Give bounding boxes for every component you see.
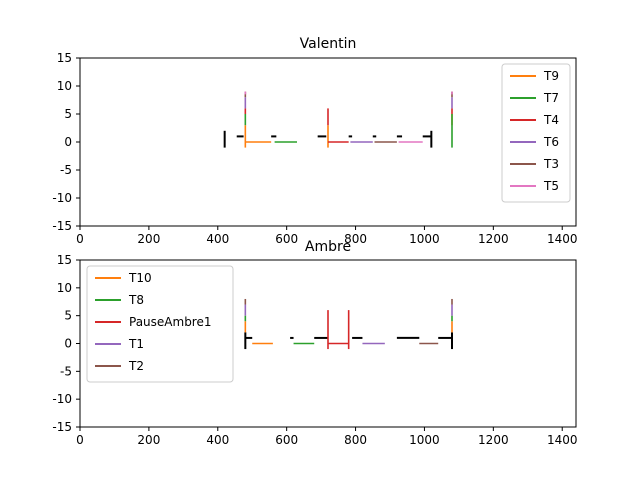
x-tick-label: 1000 bbox=[409, 232, 440, 246]
x-tick-label: 600 bbox=[275, 433, 298, 447]
legend: T10 T8 PauseAmbre1 T1 T2 bbox=[86, 265, 234, 383]
y-tick-label: -15 bbox=[52, 219, 72, 233]
y-tick-label: 0 bbox=[64, 135, 72, 149]
y-tick-label: 5 bbox=[64, 107, 72, 121]
chart-title: Ambre bbox=[305, 239, 351, 255]
x-tick-label: 1400 bbox=[547, 433, 578, 447]
legend-label: T2 bbox=[128, 359, 144, 373]
x-tick-label: 1200 bbox=[478, 433, 509, 447]
x-tick-label: 800 bbox=[344, 433, 367, 447]
y-tick-label: 15 bbox=[57, 253, 72, 267]
legend-label: T1 bbox=[128, 337, 144, 351]
legend: T9 T7 T4 T6 T3 T5 bbox=[501, 63, 571, 203]
x-tick-label: 400 bbox=[206, 232, 229, 246]
x-tick-label: 600 bbox=[275, 232, 298, 246]
y-tick-label: -5 bbox=[60, 364, 72, 378]
x-tick-label: 1000 bbox=[409, 433, 440, 447]
legend-label: T9 bbox=[543, 69, 559, 83]
legend-label: T7 bbox=[543, 91, 559, 105]
x-tick-label: 800 bbox=[344, 232, 367, 246]
x-tick-label: 1400 bbox=[547, 232, 578, 246]
y-tick-label: -10 bbox=[52, 392, 72, 406]
subplot-ambre: Ambre 0 200 400 600 800 1000 1200 1400 -15 -10 -5 0… bbox=[52, 239, 577, 447]
legend-label: T10 bbox=[128, 271, 152, 285]
y-tick-label: -10 bbox=[52, 191, 72, 205]
legend-box bbox=[501, 63, 571, 203]
legend-label: T8 bbox=[128, 293, 144, 307]
x-tick-label: 200 bbox=[137, 433, 160, 447]
y-tick-label: 15 bbox=[57, 51, 72, 65]
subplot-valentin: Valentin 0 200 400 600 800 1000 1200 1400 -15 -10… bbox=[52, 36, 577, 246]
x-tick-label: 200 bbox=[137, 232, 160, 246]
legend-label: T4 bbox=[543, 113, 559, 127]
legend-label: T6 bbox=[543, 135, 559, 149]
x-tick-label: 400 bbox=[206, 433, 229, 447]
x-tick-label: 1200 bbox=[478, 232, 509, 246]
chart-title: Valentin bbox=[300, 36, 357, 52]
y-tick-label: 10 bbox=[57, 79, 72, 93]
x-tick-label: 0 bbox=[76, 232, 84, 246]
legend-box bbox=[86, 265, 234, 383]
x-tick-label: 0 bbox=[76, 433, 84, 447]
y-tick-label: 0 bbox=[64, 337, 72, 351]
legend-label: PauseAmbre1 bbox=[129, 315, 212, 329]
y-tick-label: -15 bbox=[52, 420, 72, 434]
legend-label: T5 bbox=[543, 179, 559, 193]
y-tick-label: 5 bbox=[64, 309, 72, 323]
legend-label: T3 bbox=[543, 157, 559, 171]
y-tick-label: -5 bbox=[60, 163, 72, 177]
y-tick-label: 10 bbox=[57, 281, 72, 295]
